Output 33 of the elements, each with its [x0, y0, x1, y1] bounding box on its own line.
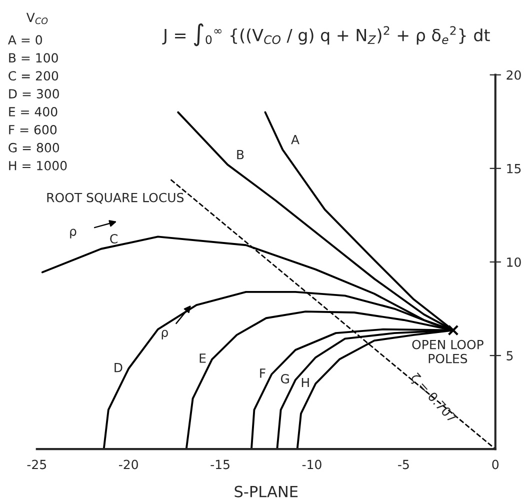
x-tick-label: -25: [27, 460, 46, 470]
series-label: D: [114, 362, 122, 372]
series-label: F: [260, 368, 266, 378]
text: A = 0: [8, 35, 42, 45]
text: V$_{CO}$: [26, 12, 48, 24]
x-tick-label: 0: [492, 460, 499, 470]
y-tick-label: 10: [507, 257, 521, 267]
annotation: ρ: [162, 330, 168, 340]
series-label: A: [291, 135, 300, 144]
annotation: G = 800: [8, 142, 60, 152]
y-tick-label: 5: [506, 351, 513, 360]
annotation: C = 200: [8, 71, 58, 81]
annotation: E = 400: [9, 107, 58, 116]
x-tick-label: -15: [210, 460, 230, 470]
x-tick-label: -5: [398, 460, 409, 470]
legend-label: C: [110, 234, 118, 244]
annotation: ρ: [70, 228, 76, 238]
x-tick-label: -20: [118, 460, 138, 470]
series-label: B: [237, 150, 244, 160]
annotation: F = 600: [9, 124, 57, 134]
x-tick-label: -10: [302, 460, 322, 470]
x-axis-title: S-PLANE: [234, 486, 298, 498]
y-tick-label: 20: [506, 70, 521, 80]
series-label: H: [302, 378, 309, 388]
y-tick-label: 15: [507, 164, 521, 174]
annotation: OPEN LOOP POLES: [412, 340, 484, 364]
series-label: G: [280, 374, 289, 384]
annotation: H = 1000: [9, 160, 67, 170]
annotation: D = 300: [9, 89, 59, 98]
text: B = 100: [9, 53, 58, 63]
series-label: E: [200, 354, 206, 363]
chart-title: J = ∫$_{0}$$^{∞}$ {((V$_{CO}$ / g) q + N$_{Z}$)$^{2}$ + ρ δ$_{e}$$^{2}$} dt: [162, 23, 490, 46]
annotation: ROOT SQUARE LOCUS: [47, 192, 184, 204]
